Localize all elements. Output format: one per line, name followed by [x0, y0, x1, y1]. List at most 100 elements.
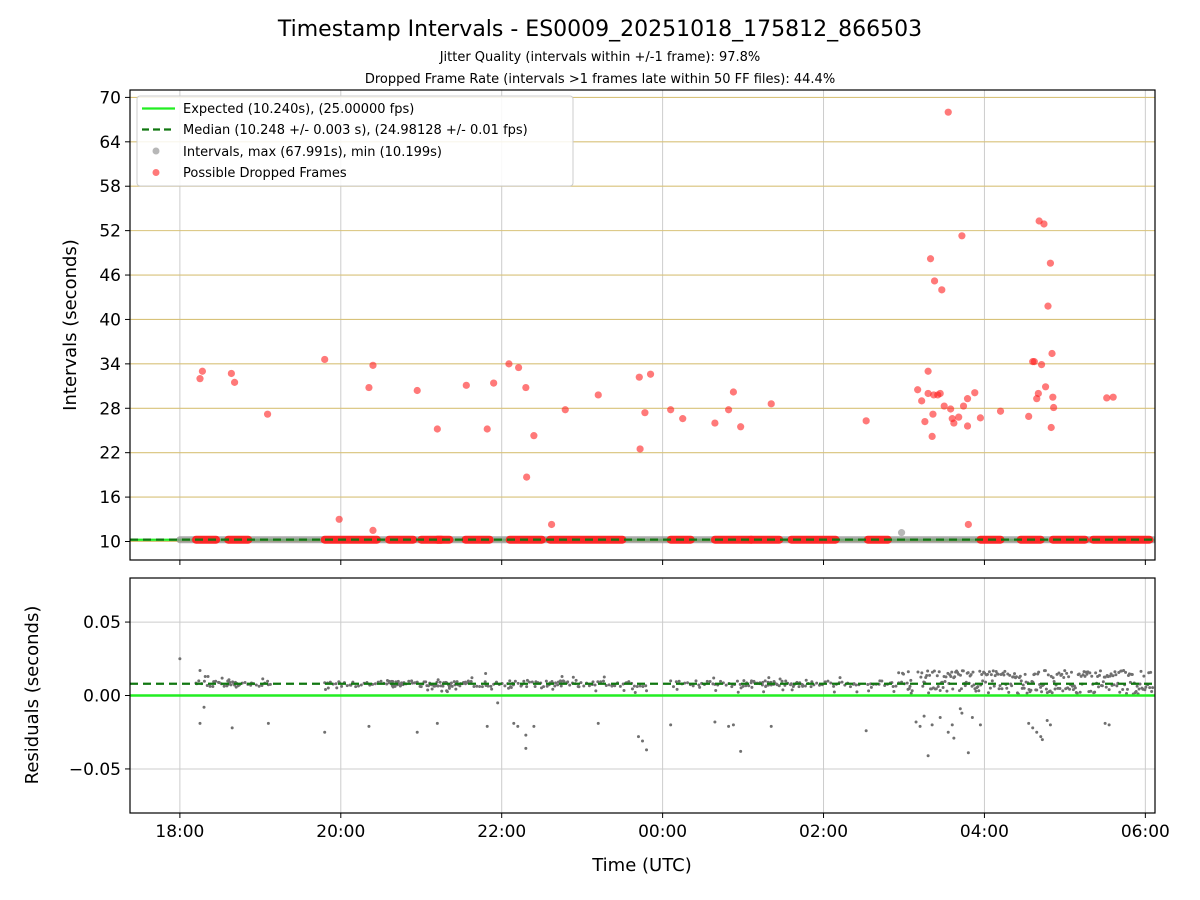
- x-tick-label: 00:00: [638, 822, 687, 842]
- residual-point: [436, 678, 440, 682]
- residual-point: [228, 680, 232, 684]
- residual-point: [1033, 672, 1037, 676]
- residual-point: [855, 690, 859, 694]
- residual-point: [261, 677, 265, 681]
- residual-point: [229, 683, 233, 687]
- dropped-frame-point: [646, 370, 655, 378]
- dropped-frame-point: [369, 361, 377, 369]
- residual-point: [767, 676, 771, 680]
- residual-point: [1085, 672, 1089, 676]
- residual-point: [919, 675, 923, 679]
- residual-point: [1031, 726, 1035, 730]
- residual-point: [920, 671, 924, 675]
- residual-point: [1014, 675, 1018, 679]
- residual-point: [1073, 686, 1077, 690]
- residual-point: [334, 682, 338, 686]
- residual-point: [571, 675, 575, 679]
- residual-point: [1025, 691, 1029, 695]
- top-y-tick-label: 70: [99, 88, 121, 108]
- residual-point: [469, 680, 473, 684]
- residual-point: [719, 679, 723, 683]
- residual-point: [977, 689, 981, 693]
- residual-point: [1002, 673, 1006, 677]
- dropped-frame-point: [365, 383, 373, 392]
- residual-point: [712, 676, 716, 680]
- residual-point: [938, 716, 942, 720]
- residual-point: [524, 733, 528, 737]
- residual-point: [587, 684, 591, 688]
- residual-point: [985, 672, 989, 676]
- residual-point: [205, 683, 209, 687]
- residual-point: [815, 681, 819, 685]
- residual-point: [1019, 679, 1023, 683]
- residual-point: [937, 670, 941, 674]
- dropped-frame-point: [433, 425, 441, 433]
- residual-point: [764, 684, 768, 688]
- residual-point: [522, 679, 526, 683]
- residual-point: [992, 684, 996, 688]
- residual-point: [601, 679, 605, 683]
- dropped-frame-point: [729, 388, 738, 396]
- x-tick-label: 06:00: [1121, 822, 1170, 842]
- dropped-frame-point: [667, 406, 675, 414]
- residual-point: [227, 678, 231, 682]
- residual-point: [419, 685, 423, 689]
- residual-point: [445, 689, 449, 693]
- residual-point: [739, 686, 743, 690]
- residual-point: [516, 681, 520, 685]
- residual-point: [983, 671, 987, 675]
- dropped-frame-point: [1041, 383, 1050, 391]
- residual-point: [727, 724, 731, 728]
- dropped-frame-point: [263, 410, 272, 418]
- residual-point: [869, 685, 873, 689]
- top-y-tick-label: 10: [99, 532, 121, 552]
- residual-point: [1130, 672, 1134, 676]
- residual-point: [891, 684, 895, 688]
- residual-point: [222, 684, 226, 688]
- residual-point: [485, 724, 489, 728]
- residual-point: [484, 671, 488, 675]
- residual-point: [1071, 688, 1075, 692]
- residual-point: [741, 684, 745, 688]
- residual-point: [1022, 686, 1026, 690]
- residual-point: [901, 672, 905, 676]
- top-y-tick-label: 34: [99, 355, 121, 375]
- top-y-tick-label: 46: [99, 266, 121, 286]
- residual-point: [1083, 674, 1087, 678]
- residual-point: [602, 675, 606, 679]
- residual-point: [622, 688, 626, 692]
- residual-point: [997, 687, 1001, 691]
- residual-point: [1039, 685, 1043, 689]
- residual-point: [1037, 670, 1041, 674]
- residual-point: [905, 681, 909, 685]
- residual-point: [927, 691, 931, 695]
- residual-point: [697, 683, 701, 687]
- dropped-frame-points: [196, 108, 1117, 537]
- dropped-frame-point: [944, 108, 952, 116]
- residual-point: [636, 735, 640, 739]
- residual-point: [1108, 674, 1112, 678]
- residual-point: [941, 685, 945, 689]
- residual-point: [1048, 689, 1052, 693]
- x-tick-label: 04:00: [960, 822, 1009, 842]
- residual-point: [961, 669, 965, 673]
- residual-point: [1089, 689, 1093, 693]
- dropped-frame-point: [1046, 259, 1055, 267]
- residual-point: [694, 679, 698, 683]
- residual-point: [553, 684, 557, 688]
- dropped-frame-point: [938, 286, 946, 294]
- residual-point: [1111, 674, 1115, 678]
- dropped-frame-point: [1034, 389, 1042, 398]
- residual-point: [1125, 687, 1129, 691]
- residual-point: [466, 679, 470, 683]
- residual-point: [951, 687, 955, 691]
- residual-point: [953, 675, 957, 679]
- bottom-y-axis: −0.05 0.00 0.05: [69, 613, 130, 780]
- residual-point: [1039, 735, 1043, 739]
- residual-point: [943, 680, 947, 684]
- residual-point: [1057, 671, 1061, 675]
- top-plot-frame: [129, 89, 1156, 561]
- residual-point: [781, 688, 785, 692]
- residual-point: [551, 687, 555, 691]
- legend-dropped-label: Possible Dropped Frames: [183, 166, 347, 181]
